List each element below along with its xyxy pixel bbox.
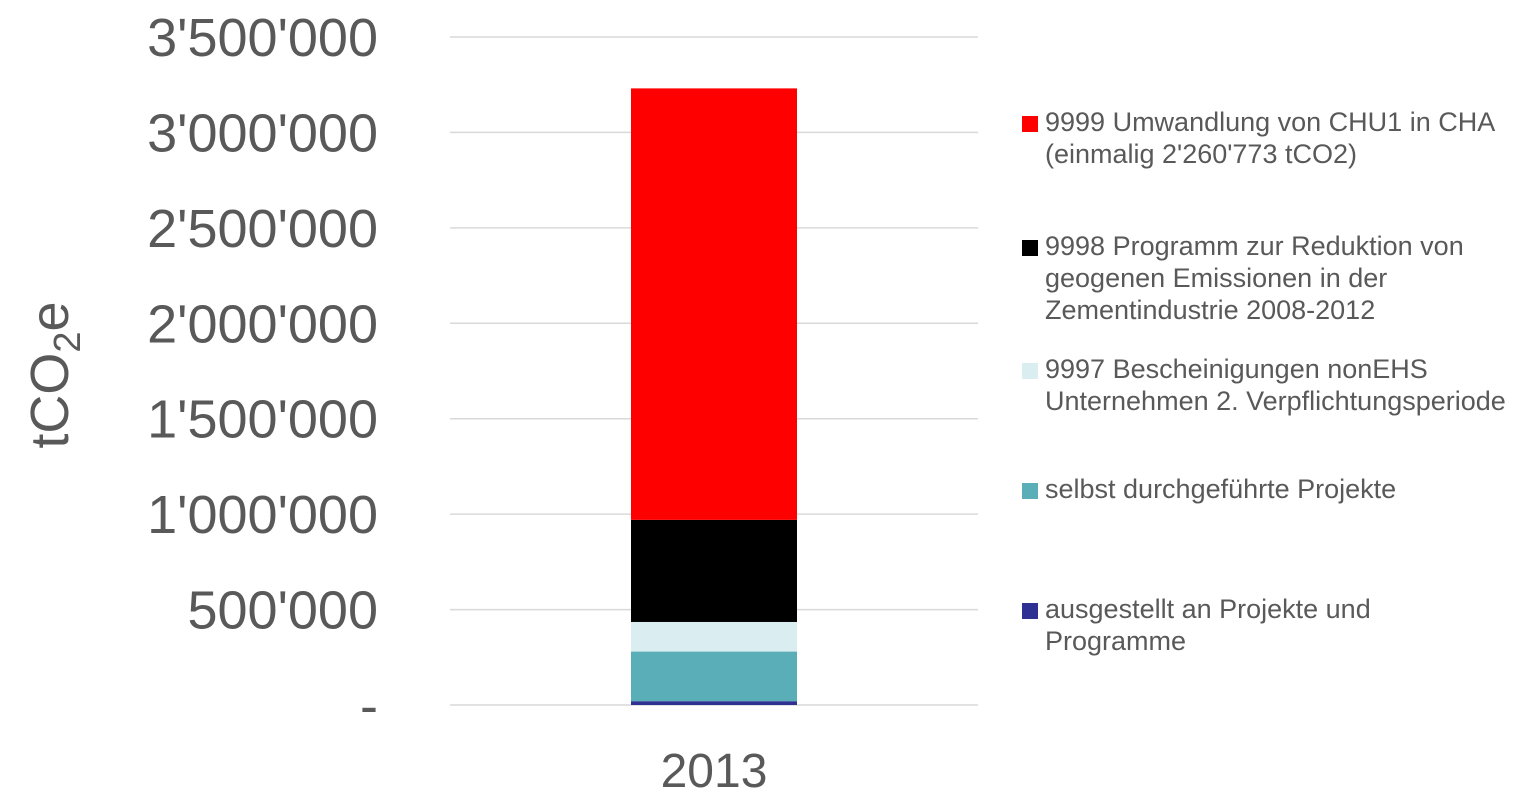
y-axis-tick-labels: - 500'000 1'000'000 1'500'000 2'000'000 2'500… [147, 8, 378, 736]
legend-item: 9999 Umwandlung von CHU1 in CHA (einmali… [1022, 106, 1515, 170]
x-axis-tick-labels: 2013 [661, 745, 768, 790]
y-axis-title: tCO2e [20, 301, 89, 448]
legend-label: selbst durchgeführte Projekte [1045, 474, 1397, 504]
bar-segment-4 [631, 88, 797, 520]
y-axis-title-tail: e [20, 301, 80, 331]
bar-segment-2 [631, 621, 797, 652]
bar-segment-3 [631, 519, 797, 622]
y-tick-label: 3'000'000 [147, 103, 378, 163]
y-tick-label: 500'000 [187, 581, 378, 641]
y-tick-label: 1'500'000 [147, 390, 378, 450]
legend-item: ausgestellt an Projekte und Programme [1022, 593, 1515, 657]
bars [631, 88, 797, 705]
legend-label: 9998 Programm zur Reduktion von geogenen… [1045, 231, 1464, 325]
bar-segment-1 [631, 651, 797, 702]
legend-label: 9999 Umwandlung von CHU1 in CHA (einmali… [1045, 107, 1494, 169]
legend-item: selbst durchgeführte Projekte [1022, 473, 1515, 505]
y-axis-title-subscript: 2 [47, 331, 89, 352]
legend-swatch [1022, 363, 1038, 379]
y-tick-label: 3'500'000 [147, 8, 378, 68]
y-tick-label: 1'000'000 [147, 485, 378, 545]
legend-swatch [1022, 483, 1038, 499]
y-tick-label: - [360, 676, 378, 736]
legend-swatch [1022, 603, 1038, 619]
legend-label: 9997 Bescheinigungen nonEHS Unternehmen … [1045, 354, 1506, 416]
legend-label: ausgestellt an Projekte und Programme [1045, 594, 1371, 656]
legend-swatch [1022, 116, 1038, 132]
bar-segment-0 [631, 701, 797, 705]
y-tick-label: 2'500'000 [147, 199, 378, 259]
y-tick-label: 2'000'000 [147, 294, 378, 354]
legend-item: 9997 Bescheinigungen nonEHS Unternehmen … [1022, 353, 1515, 417]
legend-swatch [1022, 240, 1038, 256]
x-tick-label: 2013 [661, 745, 768, 790]
legend-item: 9998 Programm zur Reduktion von geogenen… [1022, 230, 1515, 326]
y-axis-title-main: tCO [20, 353, 80, 449]
